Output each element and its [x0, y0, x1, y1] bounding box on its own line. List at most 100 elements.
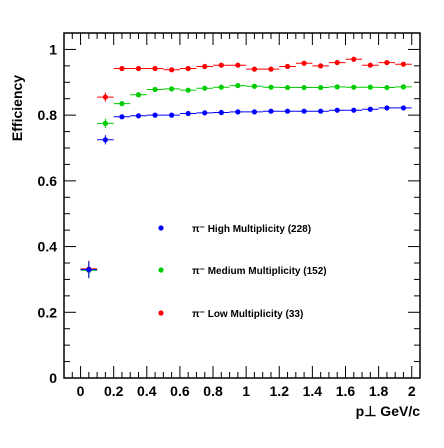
data-point: [301, 60, 307, 66]
data-point: [119, 114, 125, 120]
legend: π⁻ High Multiplicity (228) π⁻ Medium Mult…: [158, 224, 327, 320]
series-0-point: [146, 112, 164, 118]
series-1-point: [196, 85, 214, 91]
data-point: [235, 109, 241, 115]
series-2-point: [345, 56, 363, 62]
data-point: [334, 107, 340, 113]
data-point: [384, 59, 390, 66]
y-axis-title: Efficiency: [9, 75, 25, 141]
data-point: [351, 56, 357, 62]
series-1-point: [97, 118, 114, 128]
data-point: [301, 108, 307, 114]
x-tick-label: 1.6: [336, 383, 356, 399]
legend-label: π⁻ High Multiplicity (228): [192, 224, 311, 235]
data-point: [367, 106, 373, 112]
data-point: [152, 86, 158, 93]
series-2-point: [362, 62, 379, 68]
x-tick-label: 2: [408, 383, 416, 399]
legend-marker: [158, 225, 164, 231]
x-tick-label: 0: [77, 383, 85, 399]
series-0-point: [279, 108, 296, 114]
series-1-point: [213, 84, 230, 90]
series-0-point: [113, 114, 131, 120]
data-point: [185, 65, 191, 72]
x-tick-label: 0.8: [203, 383, 223, 399]
series-1-point: [130, 92, 147, 98]
series-1-point: [262, 84, 280, 90]
series-2-point: [246, 66, 263, 72]
legend-entry: π⁻ Low Multiplicity (33): [158, 309, 303, 320]
data-point: [152, 65, 158, 72]
series-1-point: [279, 84, 296, 91]
data-point: [367, 62, 373, 68]
x-tick-label: 1: [242, 383, 250, 399]
series-2-point: [229, 62, 247, 68]
x-tick-label: 0.4: [137, 383, 157, 399]
series-2-point: [130, 65, 147, 72]
y-tick-label: 0.4: [38, 239, 58, 255]
series-2-point: [179, 65, 197, 72]
data-point: [202, 85, 208, 91]
series-2-point: [113, 65, 131, 72]
data-point: [318, 63, 324, 69]
series-2-point: [163, 67, 180, 73]
series-0-point: [229, 109, 247, 115]
series-1-point: [179, 87, 197, 93]
y-tick-label: 0.6: [38, 173, 58, 189]
data-point: [135, 65, 142, 72]
series-2-point: [378, 59, 396, 66]
y-tick-label: 0.8: [38, 107, 58, 123]
x-tick-label: 1.2: [270, 383, 290, 399]
series-0-point: [345, 107, 363, 113]
x-tick-label: 0.6: [170, 383, 190, 399]
data-point: [318, 84, 324, 91]
data-point: [202, 63, 208, 70]
series-2-point: [395, 61, 412, 67]
plot-frame: [63, 32, 421, 379]
series-0-point: [295, 108, 313, 114]
series-1-point: [113, 101, 131, 107]
series-2-point: [279, 63, 296, 70]
series-1-point: [312, 84, 329, 91]
series-1-point: [146, 86, 164, 93]
data-point: [152, 112, 158, 118]
series-2-point: [262, 66, 280, 72]
y-tick-label: 0: [49, 370, 57, 386]
data-point: [384, 84, 390, 91]
series-0-point: [262, 108, 280, 114]
series-1-point: [378, 84, 396, 91]
data-point: [301, 84, 307, 91]
data-point: [351, 107, 357, 113]
series-1-point: [246, 83, 263, 89]
data-point: [218, 109, 224, 116]
series-2-point: [146, 65, 164, 72]
y-tick-label: 1: [49, 41, 57, 57]
data-point: [119, 101, 125, 107]
series-0-point: [163, 112, 180, 118]
legend-entry: π⁻ Medium Multiplicity (152): [158, 266, 327, 277]
series-1-point: [163, 86, 180, 92]
data-point: [218, 84, 224, 90]
data-point: [218, 62, 224, 68]
data-point: [235, 82, 241, 89]
series-0-point: [246, 109, 263, 115]
series-0-point: [395, 105, 412, 111]
data-point: [169, 86, 175, 92]
series-0-point: [328, 107, 346, 113]
x-tick-label: 0.2: [104, 383, 124, 399]
x-tick-labels: 0 0.2 0.4 0.6 0.8 1 1.2 1.4 1.6 1.8 2: [77, 383, 416, 399]
data-point: [318, 108, 324, 114]
data-point: [202, 110, 208, 116]
series-0-point: [378, 105, 396, 111]
data-point: [235, 62, 241, 68]
data-point: [284, 84, 291, 91]
data-point: [119, 65, 125, 72]
legend-entry: π⁻ High Multiplicity (228): [158, 224, 311, 235]
data-point: [102, 120, 108, 126]
data-point: [268, 84, 274, 90]
series-2-point: [312, 63, 329, 69]
series-0-point: [196, 110, 214, 116]
data-point: [400, 84, 407, 90]
data-point: [284, 63, 291, 70]
